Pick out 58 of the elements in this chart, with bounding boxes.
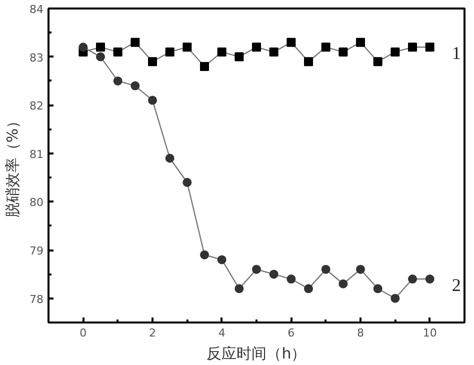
series-label: 2 bbox=[452, 275, 461, 296]
y-tick-label: 81 bbox=[30, 148, 44, 161]
x-tick-label: 8 bbox=[357, 326, 364, 340]
point bbox=[304, 57, 313, 66]
point bbox=[165, 47, 174, 56]
x-axis-title: 反应时间（h） bbox=[206, 344, 306, 362]
point bbox=[130, 38, 140, 47]
y-tick-label: 83 bbox=[30, 51, 44, 64]
point bbox=[338, 47, 348, 56]
point bbox=[408, 42, 417, 52]
point bbox=[425, 42, 434, 52]
point bbox=[286, 274, 296, 284]
point bbox=[96, 42, 105, 52]
point bbox=[408, 274, 417, 284]
point bbox=[252, 264, 261, 274]
x-tick-label: 2 bbox=[149, 326, 156, 340]
point bbox=[373, 57, 382, 66]
point bbox=[182, 178, 192, 187]
point bbox=[286, 38, 296, 47]
point bbox=[200, 250, 209, 260]
y-tick-label: 82 bbox=[30, 100, 44, 113]
x-tick-label: 0 bbox=[80, 326, 87, 340]
point bbox=[390, 294, 400, 303]
point bbox=[217, 47, 226, 56]
point bbox=[356, 38, 365, 47]
point bbox=[304, 284, 313, 294]
y-axis-title: 脱硝效率（%） bbox=[4, 113, 22, 218]
point bbox=[217, 255, 226, 264]
point bbox=[321, 42, 330, 52]
y-tick-label: 79 bbox=[30, 244, 44, 258]
point bbox=[148, 96, 157, 105]
point bbox=[269, 270, 278, 279]
point bbox=[96, 52, 105, 62]
point bbox=[113, 76, 122, 86]
point bbox=[390, 47, 400, 56]
point bbox=[338, 279, 348, 288]
point bbox=[165, 154, 174, 163]
point bbox=[130, 81, 140, 90]
point bbox=[182, 42, 192, 52]
point bbox=[425, 274, 434, 284]
point bbox=[78, 42, 88, 52]
point bbox=[234, 284, 244, 294]
x-tick-label: 10 bbox=[422, 326, 437, 340]
x-tick-label: 4 bbox=[218, 326, 226, 340]
point bbox=[148, 57, 157, 66]
point bbox=[113, 47, 122, 56]
point bbox=[269, 47, 278, 56]
point bbox=[373, 284, 382, 294]
point bbox=[252, 42, 261, 52]
y-tick-label: 84 bbox=[30, 3, 44, 16]
point bbox=[234, 52, 244, 62]
point bbox=[356, 264, 365, 274]
point bbox=[200, 62, 209, 71]
x-tick-label: 6 bbox=[288, 326, 295, 340]
y-tick-label: 78 bbox=[30, 292, 44, 306]
y-tick-label: 80 bbox=[30, 196, 44, 210]
series-label: 1 bbox=[452, 43, 461, 64]
point bbox=[321, 264, 330, 274]
